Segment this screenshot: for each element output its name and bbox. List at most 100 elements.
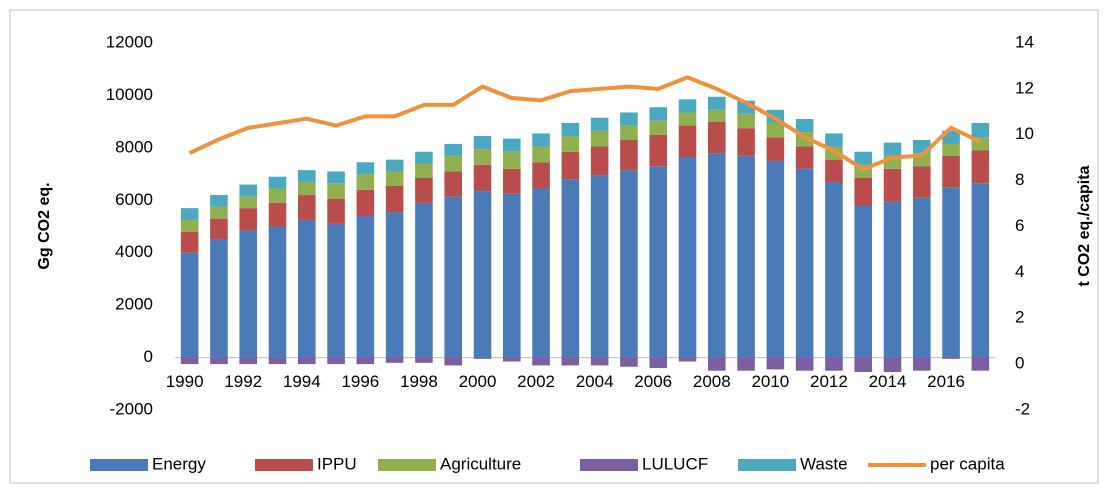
bar-segment — [356, 216, 375, 358]
bar-segment — [678, 99, 697, 113]
bar-segment — [473, 164, 492, 192]
x-tick-label: 2008 — [693, 372, 731, 391]
bar-segment — [561, 179, 580, 358]
bar-segment — [473, 357, 492, 359]
y2-tick-label: 14 — [1015, 32, 1034, 51]
bar-segment — [678, 357, 697, 362]
bar-segment — [210, 239, 228, 358]
bar-segment — [444, 171, 462, 197]
bar-segment — [883, 142, 902, 156]
bar-segment — [708, 357, 726, 371]
bar-segment — [210, 195, 228, 207]
bar-segment — [766, 137, 785, 161]
bar-segment — [415, 163, 433, 179]
bar-segment — [883, 168, 902, 202]
x-tick-label: 1998 — [400, 372, 438, 391]
y2-tick-label: 0 — [1015, 354, 1024, 373]
bar-segment — [503, 193, 521, 358]
bar-segment — [180, 252, 199, 358]
y2-tick-label: 6 — [1015, 216, 1024, 235]
bar-segment — [327, 171, 345, 184]
y2-tick-label: 2 — [1015, 308, 1024, 327]
y2-tick-label: -2 — [1015, 399, 1030, 418]
bar-segment — [239, 196, 257, 209]
bar-segment — [590, 146, 609, 176]
bar-segment — [620, 139, 638, 171]
bar-segment — [942, 143, 960, 156]
legend-swatch — [738, 459, 796, 471]
bar-segment — [913, 197, 931, 358]
bar-segment — [971, 183, 990, 358]
bar-segment — [708, 109, 726, 122]
bar-segment — [444, 143, 462, 156]
bar-segment — [883, 201, 902, 358]
bar-segment — [737, 155, 755, 358]
legend-label: LULUCF — [642, 454, 708, 473]
bar-segment — [298, 195, 316, 220]
bar-segment — [532, 133, 550, 147]
bar-segment — [825, 159, 843, 182]
bar-segment — [385, 159, 404, 172]
x-tick-label: 1990 — [166, 372, 204, 391]
y2-tick-label: 10 — [1015, 124, 1034, 143]
y-tick-label: 0 — [144, 347, 153, 366]
bar-segment — [327, 357, 345, 365]
bar-segment — [561, 136, 580, 152]
bar-segment — [532, 162, 550, 189]
bar-segment — [649, 166, 667, 358]
bar-segment — [532, 188, 550, 358]
bar-segment — [561, 357, 580, 366]
bar-segment — [298, 181, 316, 196]
bar-segment — [561, 151, 580, 180]
bar-segment — [971, 150, 990, 184]
bar-segment — [385, 171, 404, 186]
bar-segment — [590, 130, 609, 147]
bar-segment — [561, 122, 580, 137]
x-tick-label: 1992 — [224, 372, 262, 391]
bar-segment — [708, 153, 726, 358]
bar-segment — [708, 121, 726, 154]
bar-segment — [239, 184, 257, 197]
bar-segment — [210, 357, 228, 365]
x-tick-label: 2004 — [576, 372, 614, 391]
y2-tick-label: 12 — [1015, 78, 1034, 97]
bar-segment — [678, 125, 697, 158]
x-tick-label: 2012 — [810, 372, 848, 391]
bar-segment — [620, 170, 638, 358]
legend-label: Energy — [152, 454, 206, 473]
bar-segment — [737, 113, 755, 129]
y-tick-label: -2000 — [110, 399, 153, 418]
x-tick-label: 2002 — [517, 372, 555, 391]
bar-segment — [180, 357, 199, 365]
x-tick-label: 1996 — [341, 372, 379, 391]
bar-segment — [444, 357, 462, 366]
bar-segment — [942, 357, 960, 359]
x-tick-label: 2010 — [751, 372, 789, 391]
bar-segment — [268, 202, 287, 227]
bar-segment — [268, 176, 287, 189]
bar-segment — [503, 357, 521, 362]
bar-segment — [825, 357, 843, 371]
bar-segment — [180, 231, 199, 253]
bar-segment — [766, 122, 785, 138]
bar-segment — [825, 181, 843, 358]
y-tick-label: 2000 — [115, 295, 153, 314]
bar-segment — [298, 357, 316, 365]
bar-segment — [854, 178, 872, 206]
legend-swatch — [90, 459, 148, 471]
bar-segment — [678, 112, 697, 126]
bar-segment — [385, 357, 404, 363]
bar-segment — [473, 191, 492, 358]
bar-segment — [913, 166, 931, 198]
bar-segment — [356, 357, 375, 365]
bar-segment — [913, 357, 931, 371]
x-tick-label: 2014 — [869, 372, 907, 391]
bar-segment — [268, 357, 287, 365]
bar-segment — [971, 357, 990, 371]
y-tick-label: 12000 — [106, 32, 153, 51]
bar-segment — [210, 218, 228, 240]
bar-segment — [649, 120, 667, 135]
bar-segment — [678, 157, 697, 358]
bar-segment — [532, 357, 550, 366]
